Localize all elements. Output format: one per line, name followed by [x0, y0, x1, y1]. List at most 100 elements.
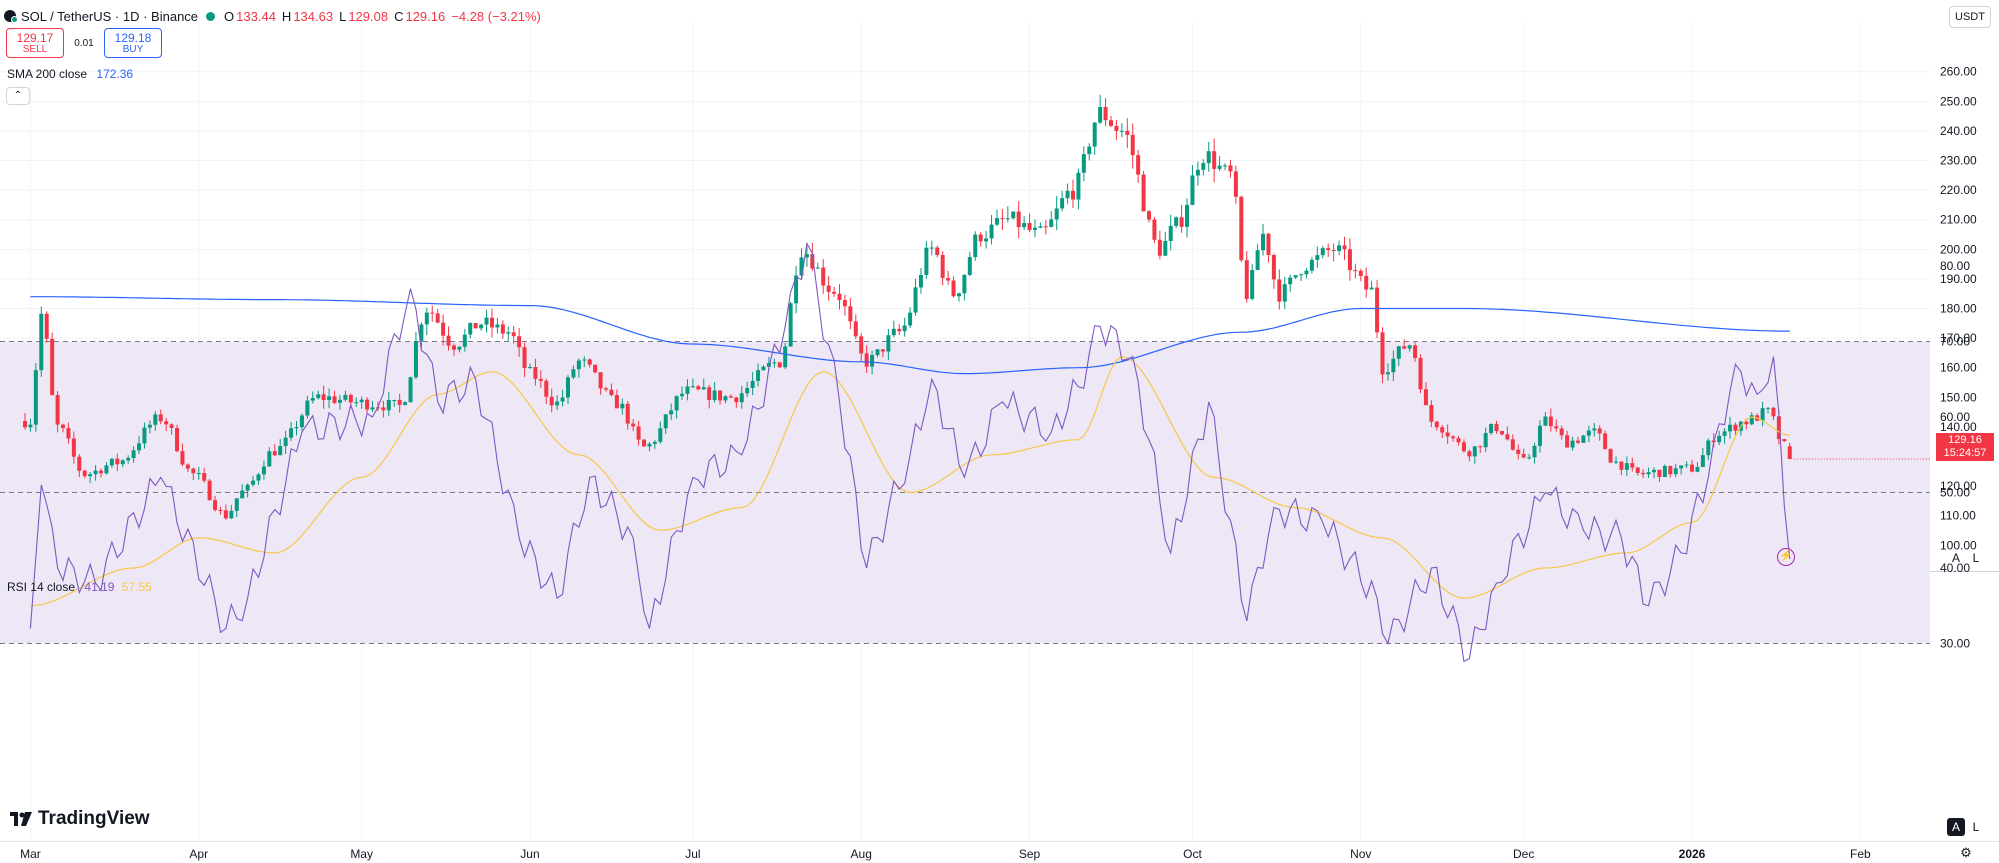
buy-button[interactable]: 129.18 BUY — [104, 28, 162, 58]
candle — [158, 409, 163, 425]
candle-body — [766, 363, 771, 367]
open-label: O — [224, 8, 235, 24]
candle-body — [137, 443, 142, 451]
log-scale-button[interactable]: L — [1972, 551, 1980, 565]
time-tick-label: Nov — [1350, 847, 1371, 861]
candle-body — [1554, 426, 1559, 429]
candle — [1293, 275, 1298, 279]
indicator-lines — [29, 241, 1930, 663]
candle — [1315, 246, 1320, 268]
candle — [1076, 168, 1081, 210]
candle — [359, 396, 364, 409]
candle — [935, 245, 940, 258]
candle — [1016, 201, 1021, 239]
candle-body — [1657, 469, 1662, 478]
candle-body — [783, 346, 788, 368]
rsi-band — [0, 341, 1930, 644]
candle-body — [701, 387, 706, 390]
candle — [1244, 251, 1249, 303]
candle-body — [1032, 227, 1037, 231]
candle — [343, 390, 348, 402]
candle — [647, 442, 652, 452]
candle — [321, 385, 326, 409]
candle — [777, 361, 782, 368]
candle — [875, 348, 880, 358]
candle-body — [289, 428, 294, 438]
candle-body — [169, 424, 174, 428]
candle-body — [853, 321, 858, 337]
candle-body — [1527, 457, 1532, 459]
candle-body — [223, 510, 228, 519]
candle-body — [1228, 165, 1233, 172]
candle — [229, 504, 234, 520]
candle — [218, 506, 223, 515]
candle — [788, 301, 793, 347]
candle-body — [788, 303, 793, 347]
candle-body — [441, 322, 446, 336]
candle — [1690, 459, 1695, 473]
symbol-title[interactable]: SOL / TetherUS · 1D · Binance — [21, 8, 199, 24]
candle — [419, 322, 424, 349]
auto-scale-button[interactable]: A — [1951, 551, 1960, 565]
candle-body — [1771, 407, 1776, 417]
candle-body — [614, 395, 619, 409]
candle — [1195, 161, 1200, 186]
candle — [1407, 344, 1412, 352]
candle — [484, 309, 489, 333]
candle-body — [967, 257, 972, 275]
candle-body — [1141, 174, 1146, 212]
candle — [283, 430, 288, 455]
currency-button[interactable]: USDT — [1949, 6, 1991, 28]
sma-legend[interactable]: SMA 200 close 172.36 — [7, 67, 133, 81]
candle-body — [1342, 245, 1347, 250]
lightning-icon[interactable]: ⚡ — [1777, 548, 1795, 566]
buy-label: BUY — [122, 44, 144, 55]
candle-body — [1331, 250, 1336, 252]
rsi-tick-label: 70.00 — [1940, 335, 1970, 349]
candle — [821, 259, 826, 294]
candle-body — [1092, 122, 1097, 147]
candle-body — [1673, 468, 1678, 475]
candle-body — [500, 324, 505, 334]
candle-body — [1011, 211, 1016, 219]
candle — [1022, 216, 1027, 231]
candle — [1337, 240, 1342, 256]
candle — [408, 376, 413, 403]
candle — [1608, 448, 1613, 463]
candle — [1630, 457, 1635, 472]
candle-body — [175, 427, 180, 452]
candle-body — [1070, 190, 1075, 200]
rsi-auto-scale-button[interactable]: A — [1947, 818, 1965, 836]
candle-body — [566, 377, 570, 398]
candle — [1032, 219, 1037, 238]
candle-body — [1038, 226, 1043, 228]
sell-button[interactable]: 129.17 SELL — [6, 28, 64, 58]
candle — [1255, 244, 1260, 271]
candle-body — [1147, 211, 1152, 220]
candle-body — [946, 278, 951, 281]
collapse-legend-button[interactable]: ⌃ — [6, 87, 30, 105]
candle — [1369, 280, 1374, 290]
candle — [674, 395, 679, 419]
candle — [1130, 123, 1135, 169]
candle — [994, 209, 999, 227]
candle-body — [1385, 372, 1390, 375]
tradingview-logo[interactable]: TradingView — [10, 808, 150, 830]
time-tick-label: Aug — [851, 847, 872, 861]
candle — [1510, 434, 1515, 451]
rsi-log-scale-button[interactable]: L — [1972, 820, 1980, 834]
candle — [104, 462, 109, 475]
settings-icon[interactable]: ⚙ — [1960, 845, 1972, 860]
candle-body — [158, 414, 163, 422]
candle-body — [951, 280, 956, 297]
candle-body — [1440, 427, 1445, 433]
rsi-legend[interactable]: RSI 14 close 41.19 57.55 — [7, 580, 152, 594]
rsi-ma-value: 57.55 — [121, 580, 152, 594]
price-tick-label: 210.00 — [1940, 213, 1977, 227]
candle — [511, 325, 516, 344]
candle-body — [1423, 389, 1428, 406]
candle-body — [576, 360, 581, 370]
candle — [93, 465, 98, 481]
candle — [1081, 146, 1086, 182]
